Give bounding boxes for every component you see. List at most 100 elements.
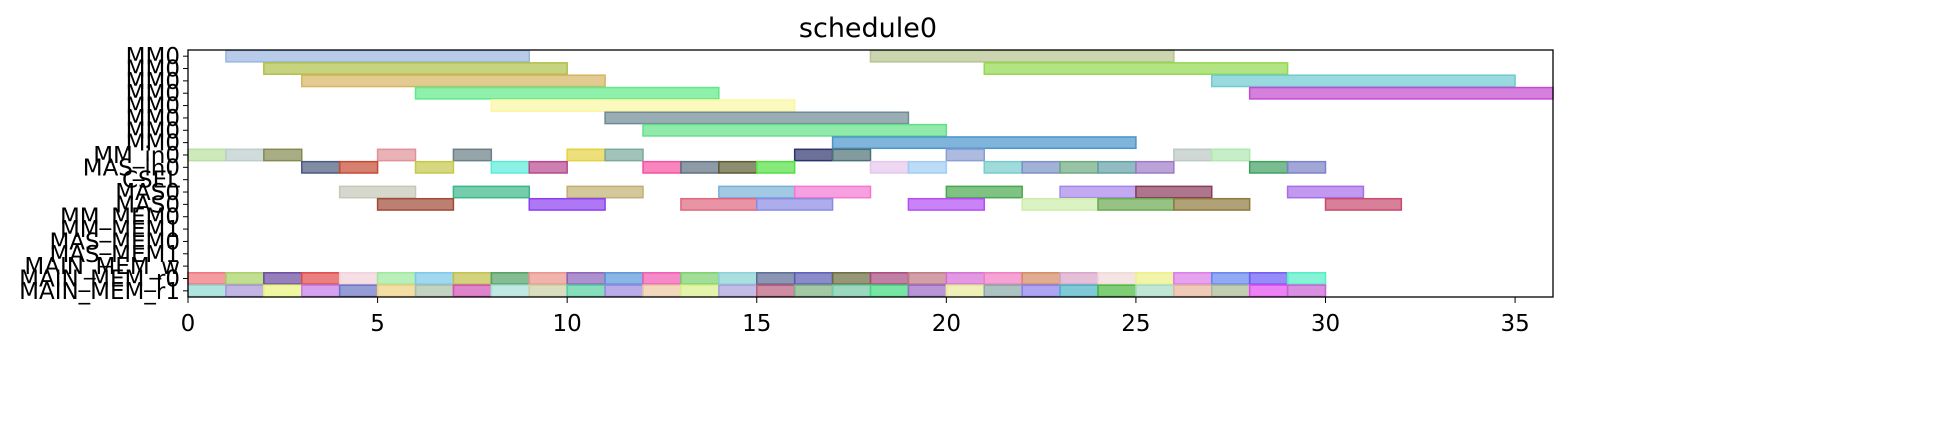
task-bar <box>1286 272 1327 285</box>
task-bars <box>187 49 1554 298</box>
task-bar <box>604 284 644 298</box>
task-bar <box>869 49 1175 63</box>
task-bar <box>414 86 720 100</box>
task-bar <box>490 99 796 113</box>
task-bar <box>604 272 644 285</box>
task-bar <box>1286 160 1327 174</box>
task-bar <box>566 284 606 298</box>
x-tick-label: 5 <box>370 311 385 337</box>
task-bar <box>1059 160 1099 174</box>
task-bar <box>452 284 493 298</box>
task-bar <box>756 197 834 211</box>
task-bar <box>907 272 948 285</box>
task-bar <box>907 160 948 174</box>
y-tick-label: MAS0 <box>115 180 180 206</box>
task-bar <box>1097 197 1175 211</box>
task-bar <box>414 272 455 285</box>
task-bar <box>869 272 910 285</box>
task-bar <box>338 160 379 174</box>
y-tick-label: MAIN_MEM_w <box>24 254 180 280</box>
task-bar <box>490 284 531 298</box>
task-bar <box>718 284 758 298</box>
task-bar <box>793 148 834 162</box>
task-bar <box>983 272 1023 285</box>
task-bar <box>945 185 1023 199</box>
task-bar <box>338 284 379 298</box>
task-bar <box>414 160 455 174</box>
y-tick-label: MM0 <box>126 69 180 95</box>
task-bar <box>1173 197 1251 211</box>
task-bar <box>490 272 531 285</box>
task-bar <box>869 284 910 298</box>
task-bar <box>1211 148 1251 162</box>
task-bar <box>1097 284 1137 298</box>
task-bar <box>1097 160 1137 174</box>
task-bar <box>528 197 606 211</box>
task-bar <box>263 62 568 75</box>
task-bar <box>1211 74 1516 88</box>
task-bar <box>452 148 493 162</box>
task-bar <box>718 160 758 174</box>
task-bar <box>1059 272 1099 285</box>
task-bar <box>1173 284 1213 298</box>
task-bar <box>225 148 265 162</box>
task-bar <box>642 284 682 298</box>
task-bar <box>1248 272 1289 285</box>
y-tick-label: MM0 <box>126 94 180 120</box>
y-tick-label: CSEL <box>122 168 180 194</box>
y-tick-label: MM0 <box>126 57 180 83</box>
task-bar <box>1021 160 1061 174</box>
y-tick-label: MM0 <box>126 131 180 157</box>
task-bar <box>1286 185 1365 199</box>
task-bar <box>1211 272 1251 285</box>
task-bar <box>1248 160 1289 174</box>
task-bar <box>756 284 796 298</box>
task-bar <box>1173 272 1213 285</box>
y-tick-label: MAS_in0 <box>83 155 180 181</box>
task-bar <box>263 272 303 285</box>
task-bar <box>338 272 379 285</box>
task-bar <box>566 272 606 285</box>
y-tick-label: MAS_MEM0 <box>49 229 180 255</box>
task-bar <box>452 185 530 199</box>
task-bar <box>983 284 1023 298</box>
task-bar <box>301 74 606 88</box>
task-bar <box>907 197 986 211</box>
task-bar <box>338 185 417 199</box>
task-bar <box>793 272 834 285</box>
task-bar <box>680 284 720 298</box>
task-bar <box>263 148 303 162</box>
task-bar <box>1248 284 1289 298</box>
y-tick-label: MM0 <box>126 81 180 107</box>
task-bar <box>642 123 948 137</box>
task-bar <box>1248 86 1554 100</box>
task-bar <box>528 272 568 285</box>
y-tick-label: MAIN_MEM_r1 <box>19 279 180 305</box>
task-bar <box>376 197 455 211</box>
task-bar <box>718 185 796 199</box>
task-bar <box>907 284 948 298</box>
task-bar <box>945 284 985 298</box>
task-bar <box>187 284 227 298</box>
task-bar <box>225 272 265 285</box>
task-bar <box>301 160 341 174</box>
y-tick-label: MAS0 <box>115 192 180 218</box>
task-bar <box>831 272 872 285</box>
x-tick-label: 0 <box>181 311 196 337</box>
y-tick-label: MM0 <box>126 106 180 132</box>
task-bar <box>376 148 417 162</box>
task-bar <box>793 284 834 298</box>
task-bar <box>642 160 682 174</box>
task-bar <box>1135 272 1175 285</box>
task-bar <box>680 160 720 174</box>
x-tick-label: 30 <box>1311 311 1340 337</box>
task-bar <box>1135 160 1175 174</box>
task-bar <box>718 272 758 285</box>
task-bar <box>793 185 872 199</box>
task-bar <box>301 284 341 298</box>
task-bar <box>225 49 531 63</box>
y-tick-label: MM_MEM0 <box>60 205 180 231</box>
task-bar <box>756 160 796 174</box>
task-bar <box>1211 284 1251 298</box>
task-bar <box>604 111 910 125</box>
